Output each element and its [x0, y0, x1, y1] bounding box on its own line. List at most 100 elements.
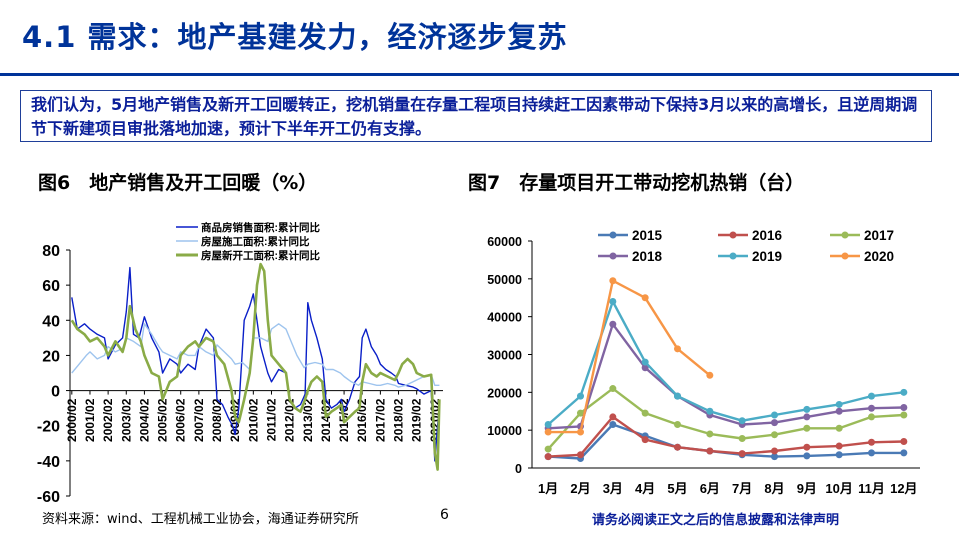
figure-7-title: 图7 存量项目开工带动挖机热销（台） — [468, 172, 805, 194]
x-tick-label: 10月 — [825, 481, 852, 496]
data-point-2016 — [577, 451, 584, 459]
data-point-2019 — [609, 298, 617, 306]
y-tick-label: 50000 — [487, 273, 522, 287]
series-line-2017 — [547, 387, 904, 450]
x-tick-label: 7月 — [732, 481, 752, 496]
data-point-2015 — [900, 449, 908, 457]
data-point-2016 — [738, 450, 746, 458]
x-tick-label: 2004/02 — [137, 398, 151, 442]
data-point-2018 — [868, 404, 875, 412]
data-point-2020 — [674, 345, 681, 353]
data-point-2017 — [868, 413, 875, 421]
legend-label: 2016 — [752, 228, 783, 243]
data-point-2017 — [771, 431, 778, 439]
data-point-2016 — [835, 442, 843, 450]
y-tick-label: -60 — [37, 489, 60, 506]
data-point-2019 — [835, 400, 843, 408]
legend-label: 房屋施工面积:累计同比 — [201, 235, 310, 248]
y-tick-label: 40 — [42, 313, 60, 330]
data-point-2016 — [900, 438, 908, 446]
data-point-2020 — [577, 428, 584, 436]
x-tick-label: 2008/02 — [210, 398, 224, 442]
legend-marker — [729, 231, 737, 239]
x-tick-label: 2月 — [570, 481, 590, 496]
x-tick-label: 2019/02 — [410, 398, 424, 442]
x-tick-label: 2016/02 — [355, 398, 369, 442]
legend-marker — [841, 231, 849, 239]
y-tick-label: 20 — [42, 348, 60, 365]
legend-label: 2015 — [632, 228, 663, 243]
x-tick-label: 2006/02 — [174, 398, 188, 442]
y-tick-label: 40000 — [487, 311, 522, 325]
data-point-2020 — [641, 294, 649, 302]
x-tick-label: 3月 — [603, 481, 623, 496]
data-point-2020 — [609, 277, 617, 285]
y-tick-label: -20 — [37, 419, 60, 436]
data-point-2019 — [738, 417, 746, 425]
data-point-2017 — [706, 430, 714, 438]
disclaimer: 请务必阅读正文之后的信息披露和法律声明 — [592, 513, 840, 528]
summary-box: 我们认为，5月地产销售及新开工回暖转正，挖机销量在存量工程项目持续赶工因素带动下… — [20, 90, 932, 142]
x-tick-label: 12月 — [890, 481, 917, 496]
data-point-2016 — [609, 413, 617, 421]
y-tick-label: 10000 — [487, 424, 522, 438]
data-point-2018 — [803, 413, 811, 421]
data-point-2019 — [868, 392, 875, 400]
x-tick-label: 2013/02 — [301, 398, 315, 442]
series-line-2020 — [548, 279, 711, 434]
x-tick-label: 2001/02 — [83, 398, 97, 442]
series-line-2016 — [548, 415, 904, 458]
legend-label: 2018 — [632, 249, 663, 264]
data-point-2017 — [900, 411, 908, 419]
data-point-2019 — [544, 420, 552, 428]
legend-marker — [841, 252, 849, 260]
y-tick-label: 0 — [51, 384, 60, 401]
data-point-2019 — [641, 358, 649, 366]
x-tick-label: 4月 — [635, 481, 655, 496]
x-tick-label: 2000/02 — [65, 398, 79, 442]
x-tick-label: 11月 — [858, 481, 885, 496]
data-point-2017 — [609, 385, 617, 393]
data-point-2015 — [803, 452, 811, 460]
y-tick-label: 20000 — [487, 386, 522, 400]
data-point-2016 — [868, 438, 875, 446]
data-point-2019 — [577, 392, 584, 400]
data-point-2019 — [706, 407, 714, 415]
chart-real-estate: 80 60 40 20 0 -20 -40 -60 2000/02 2001/02 2002/02 2… — [37, 221, 443, 506]
x-tick-label: 2017/02 — [373, 398, 387, 442]
x-tick-label: 2012/02 — [283, 398, 297, 442]
data-point-2015 — [609, 420, 617, 428]
data-point-2019 — [771, 411, 778, 419]
data-point-2018 — [900, 403, 908, 411]
series-line-2 — [71, 323, 440, 388]
data-point-2018 — [641, 364, 649, 372]
data-point-2016 — [803, 443, 811, 451]
x-tick-label: 2011/02 — [264, 398, 278, 441]
data-point-2017 — [738, 434, 746, 442]
x-tick-label: 2005/02 — [156, 398, 170, 442]
legend-marker — [729, 252, 737, 260]
data-point-2019 — [803, 405, 811, 413]
data-point-2020 — [544, 428, 552, 436]
data-point-2017 — [577, 409, 584, 417]
series-line-2019 — [547, 300, 904, 426]
source-note: 资料来源：wind、工程机械工业协会，海通证券研究所 — [42, 512, 359, 527]
x-tick-label: 1月 — [538, 481, 558, 496]
data-point-2019 — [674, 392, 681, 400]
data-point-2016 — [706, 447, 714, 455]
data-point-2015 — [868, 449, 875, 457]
chart-excavator-sales: 60000 50000 40000 30000 20000 10000 0 1月 2月 3月 4月 5… — [487, 228, 920, 496]
data-point-2016 — [544, 453, 552, 461]
y-tick-label: 60000 — [487, 235, 522, 249]
data-point-2017 — [544, 445, 552, 453]
x-tick-label: 2003/02 — [119, 398, 133, 442]
y-tick-label: 30000 — [487, 349, 522, 363]
page-title: 4.1 需求：地产基建发力，经济逐步复苏 — [22, 20, 568, 54]
legend-label: 房屋新开工面积:累计同比 — [201, 249, 320, 262]
data-point-2016 — [641, 436, 649, 444]
x-tick-label: 9月 — [797, 481, 817, 496]
legend-label: 2019 — [752, 249, 782, 264]
data-point-2019 — [900, 388, 908, 396]
x-tick-label: 2014/02 — [319, 398, 333, 442]
x-tick-label: 2018/02 — [392, 398, 406, 442]
